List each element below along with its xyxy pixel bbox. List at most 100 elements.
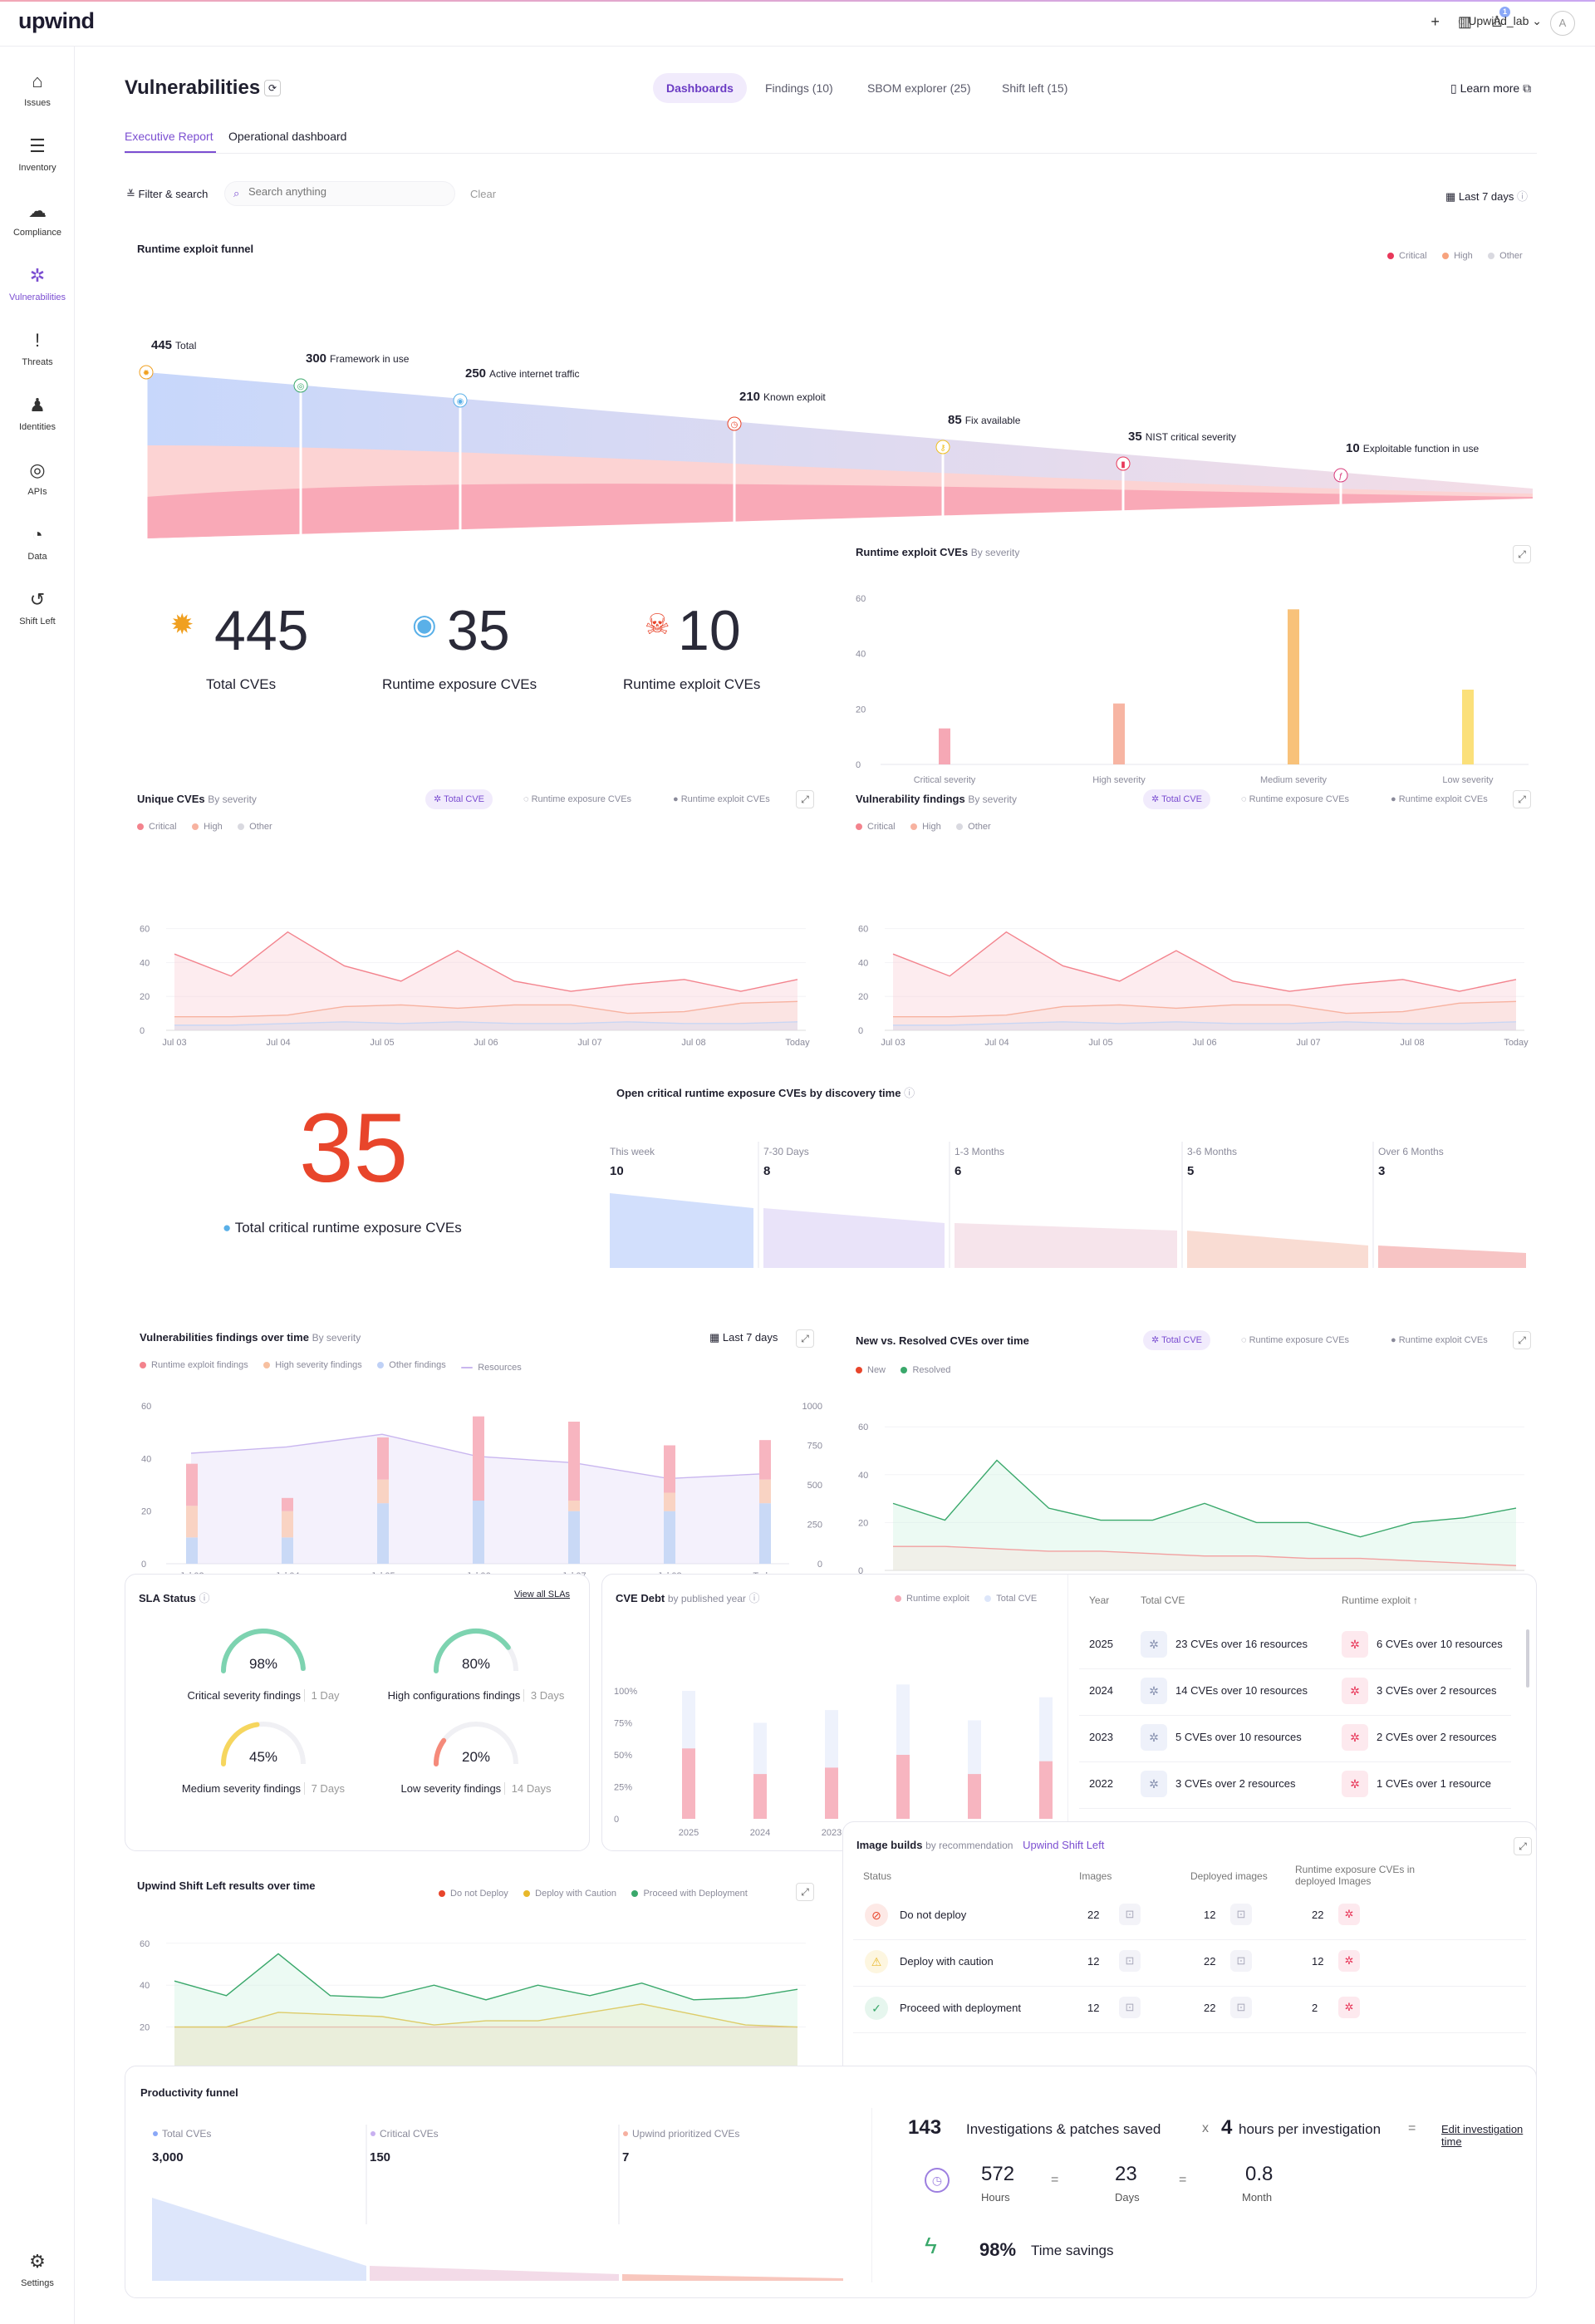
discovery-bar[interactable] — [1187, 1231, 1368, 1268]
bar-segment[interactable] — [759, 1440, 771, 1480]
bar-critical-severity[interactable] — [939, 728, 950, 764]
tab-dashboards[interactable]: Dashboards — [653, 73, 747, 103]
sidebar-item-settings[interactable]: ⚙ Settings — [0, 2250, 75, 2288]
avatar[interactable]: A — [1550, 11, 1575, 36]
scrollbar[interactable] — [1526, 1629, 1529, 1688]
bar-segment[interactable] — [186, 1506, 198, 1538]
sidebar-item-inventory[interactable]: ☰ Inventory — [0, 135, 75, 173]
sidebar-item-issues[interactable]: ⌂ Issues — [0, 70, 75, 108]
bar-high-severity[interactable] — [1113, 703, 1125, 764]
discovery-bar[interactable] — [955, 1223, 1177, 1268]
sidebar-item-vulnerabilities[interactable]: ✲ Vulnerabilities — [0, 264, 75, 302]
line-proceed-with-deployment[interactable] — [174, 1953, 798, 2001]
bar-segment[interactable] — [568, 1511, 580, 1564]
toggle-runtime-exploit[interactable]: ● Runtime exploit CVEs — [1391, 794, 1488, 804]
image-builds-row[interactable]: ✓ Proceed with deployment 12 ⊡ 22 ⊡ 2 ✲ — [853, 1987, 1526, 2033]
refresh-icon[interactable]: ⟳ — [264, 80, 281, 96]
bar-segment[interactable] — [568, 1422, 580, 1501]
line-resolved[interactable] — [893, 1545, 1517, 1566]
shift-left-link[interactable]: Upwind Shift Left — [1023, 1839, 1105, 1851]
toggle-runtime-exposure[interactable]: ◌ Runtime exposure CVEs — [1241, 794, 1350, 804]
tab-sbom[interactable]: SBOM explorer (25) — [867, 81, 971, 95]
sidebar-item-data[interactable]: ◔ Data — [0, 523, 75, 562]
filter-button[interactable]: ≚ Filter & search — [126, 188, 208, 201]
bar-runtime-exploit[interactable] — [1039, 1761, 1053, 1819]
bar-runtime-exploit[interactable] — [825, 1767, 838, 1819]
scan-icon[interactable]: ⊡ — [1119, 1904, 1141, 1925]
discovery-bar[interactable] — [763, 1208, 945, 1268]
bar-segment[interactable] — [186, 1537, 198, 1564]
sidebar-item-apis[interactable]: ◎ APIs — [0, 459, 75, 497]
expand-icon[interactable]: ⤢ — [796, 790, 814, 808]
cve-table-row[interactable]: 2025 ✲ 23 CVEs over 16 resources ✲ 6 CVEs ov… — [1079, 1623, 1511, 1669]
toggle-runtime-exploit[interactable]: ● Runtime exploit CVEs — [673, 794, 770, 804]
bar-runtime-exploit[interactable] — [753, 1774, 767, 1819]
bar-segment[interactable] — [282, 1511, 293, 1538]
cve-table-row[interactable]: 2024 ✲ 14 CVEs over 10 resources ✲ 3 CVEs ov… — [1079, 1669, 1511, 1716]
stage-bar[interactable] — [370, 2266, 619, 2281]
stage-bar[interactable] — [152, 2198, 366, 2281]
bug-icon[interactable]: ✲ — [1338, 1950, 1360, 1972]
expand-icon[interactable]: ⤢ — [1514, 1837, 1532, 1855]
cve-table-row[interactable]: 2022 ✲ 3 CVEs over 2 resources ✲ 1 CVEs over… — [1079, 1762, 1511, 1809]
expand-icon[interactable]: ⤢ — [1513, 1331, 1531, 1349]
search-input[interactable] — [248, 185, 448, 198]
th-runtime-exploit[interactable]: Runtime exploit ↑ — [1342, 1594, 1419, 1606]
expand-icon[interactable]: ⤢ — [796, 1329, 814, 1348]
image-builds-row[interactable]: ⊘ Do not deploy 22 ⊡ 12 ⊡ 22 ✲ — [853, 1894, 1526, 1940]
toggle-total-cve[interactable]: ✲ Total CVE — [425, 789, 493, 809]
panel-icon[interactable]: ▥ — [1457, 13, 1472, 30]
toggle-total-cve[interactable]: ✲ Total CVE — [1143, 1330, 1210, 1350]
toggle-total-cve[interactable]: ✲ Total CVE — [1143, 789, 1210, 809]
sidebar-item-compliance[interactable]: ☁ Compliance — [0, 199, 75, 238]
bar-segment[interactable] — [282, 1497, 293, 1511]
search-box[interactable]: ⌕ — [224, 181, 455, 206]
edit-investigation-time-link[interactable]: Edit investigation time — [1441, 2123, 1524, 2148]
scan-icon[interactable]: ⊡ — [1119, 1950, 1141, 1972]
sidebar-item-identities[interactable]: ♟ Identities — [0, 394, 75, 432]
stage-bar[interactable] — [622, 2274, 843, 2281]
bar-low-severity[interactable] — [1462, 690, 1474, 764]
bar-segment[interactable] — [664, 1511, 675, 1564]
learn-more-link[interactable]: ▯ Learn more ⧉ — [1450, 81, 1531, 96]
subtab-operational[interactable]: Operational dashboard — [228, 130, 347, 143]
cve-table-row[interactable]: 2023 ✲ 5 CVEs over 10 resources ✲ 2 CVEs ove… — [1079, 1716, 1511, 1762]
scan-icon[interactable]: ⊡ — [1119, 1997, 1141, 2018]
bar-runtime-exploit[interactable] — [896, 1755, 910, 1819]
bar-segment[interactable] — [759, 1479, 771, 1504]
line-deploy-with-caution[interactable] — [174, 2003, 798, 2028]
bug-icon[interactable]: ✲ — [1338, 1904, 1360, 1925]
bar-segment[interactable] — [282, 1537, 293, 1564]
date-range-picker[interactable]: ▦ Last 7 days ⓘ — [1445, 188, 1528, 204]
bar-runtime-exploit[interactable] — [968, 1774, 981, 1819]
org-switcher[interactable]: ◌ Upwind_lab ⌄ — [1457, 14, 1542, 27]
discovery-bar[interactable] — [1378, 1246, 1526, 1268]
line-high[interactable] — [174, 1000, 798, 1018]
bar-segment[interactable] — [377, 1479, 389, 1504]
bar-segment[interactable] — [664, 1445, 675, 1493]
scan-icon[interactable]: ⊡ — [1230, 1904, 1252, 1925]
bar-segment[interactable] — [377, 1503, 389, 1564]
bar-medium-severity[interactable] — [1288, 609, 1299, 764]
tab-findings[interactable]: Findings (10) — [765, 81, 833, 95]
line-critical[interactable] — [174, 931, 798, 992]
bar-segment[interactable] — [186, 1463, 198, 1506]
bar-segment[interactable] — [664, 1492, 675, 1511]
bar-segment[interactable] — [759, 1503, 771, 1564]
toggle-runtime-exposure[interactable]: ◌ Runtime exposure CVEs — [523, 794, 632, 804]
scan-icon[interactable]: ⊡ — [1230, 1997, 1252, 2018]
bar-segment[interactable] — [568, 1501, 580, 1511]
bar-segment[interactable] — [377, 1437, 389, 1480]
image-builds-row[interactable]: ⚠ Deploy with caution 12 ⊡ 22 ⊡ 12 ✲ — [853, 1940, 1526, 1987]
line-critical[interactable] — [892, 931, 1517, 992]
subtab-executive[interactable]: Executive Report — [125, 130, 213, 143]
view-all-slas-link[interactable]: View all SLAs — [514, 1589, 571, 1599]
scan-icon[interactable]: ⊡ — [1230, 1950, 1252, 1972]
notifications-icon[interactable]: ♙ 1 — [1490, 7, 1510, 31]
sidebar-item-threats[interactable]: ! Threats — [0, 329, 75, 367]
add-icon[interactable]: + — [1431, 13, 1440, 30]
upwind-logo[interactable]: upwind — [18, 8, 95, 33]
bar-runtime-exploit[interactable] — [682, 1748, 695, 1819]
line-other[interactable] — [174, 1021, 798, 1026]
bug-icon[interactable]: ✲ — [1338, 1997, 1360, 2018]
